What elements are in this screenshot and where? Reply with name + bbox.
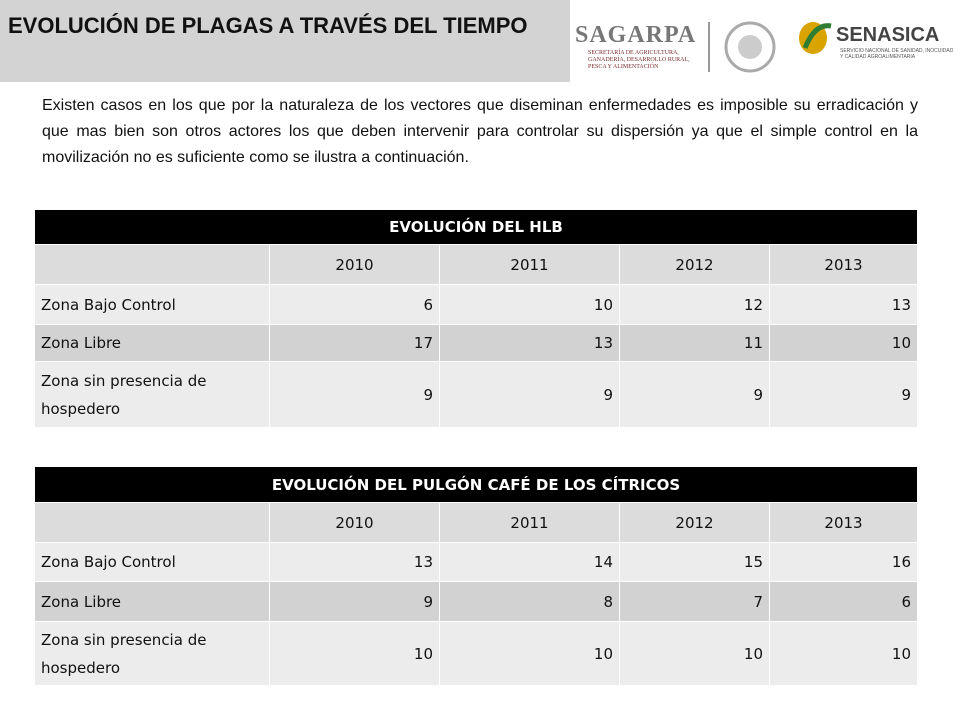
value-cell: 13: [770, 285, 918, 325]
header-empty: [35, 503, 270, 543]
value-cell: 6: [770, 582, 918, 622]
value-cell: 15: [620, 543, 770, 582]
value-cell: 10: [270, 622, 440, 686]
value-cell: 9: [440, 362, 620, 428]
row-label: Zona Libre: [35, 325, 270, 362]
value-cell: 12: [620, 285, 770, 325]
column-header: 2011: [440, 503, 620, 543]
title: EVOLUCIÓN DE PLAGAS A TRAVÉS DEL TIEMPO: [0, 0, 570, 82]
value-cell: 9: [620, 362, 770, 428]
senasica-icon: [799, 22, 832, 54]
value-cell: 9: [270, 582, 440, 622]
logo-sagarpa-sub: SECRETARÍA DE AGRICULTURA, GANADERÍA, DE…: [588, 50, 690, 70]
logo-senasica-sub: SERVICIO NACIONAL DE SANIDAD, INOCUIDAD …: [840, 48, 954, 60]
value-cell: 17: [270, 325, 440, 362]
value-cell: 13: [440, 325, 620, 362]
value-cell: 14: [440, 543, 620, 582]
value-cell: 10: [440, 285, 620, 325]
value-cell: 10: [770, 325, 918, 362]
value-cell: 16: [770, 543, 918, 582]
column-header: 2012: [620, 245, 770, 285]
value-cell: 10: [440, 622, 620, 686]
value-cell: 10: [620, 622, 770, 686]
logo-senasica: SENASICA: [836, 24, 940, 46]
column-header: 2010: [270, 503, 440, 543]
column-header: 2010: [270, 245, 440, 285]
value-cell: 7: [620, 582, 770, 622]
logo-sagarpa: SAGARPA: [575, 22, 697, 48]
column-header: 2012: [620, 503, 770, 543]
table-title: EVOLUCIÓN DEL PULGÓN CAFÉ DE LOS CÍTRICO…: [35, 467, 918, 503]
row-label: Zona Bajo Control: [35, 285, 270, 325]
intro-text: Existen casos en los que por la naturale…: [42, 97, 918, 166]
row-label: Zona Libre: [35, 582, 270, 622]
table-title: EVOLUCIÓN DEL HLB: [35, 210, 918, 245]
row-label: Zona Bajo Control: [35, 543, 270, 582]
value-cell: 11: [620, 325, 770, 362]
emblem: [708, 21, 776, 73]
header-empty: [35, 245, 270, 285]
value-cell: 9: [770, 362, 918, 428]
column-header: 2013: [770, 503, 918, 543]
column-header: 2011: [440, 245, 620, 285]
value-cell: 10: [770, 622, 918, 686]
row-label: Zona sin presencia de hospedero: [35, 362, 270, 428]
value-cell: 9: [270, 362, 440, 428]
value-cell: 6: [270, 285, 440, 325]
row-label: Zona sin presencia de hospedero: [35, 622, 270, 686]
column-header: 2013: [770, 245, 918, 285]
value-cell: 13: [270, 543, 440, 582]
value-cell: 8: [440, 582, 620, 622]
